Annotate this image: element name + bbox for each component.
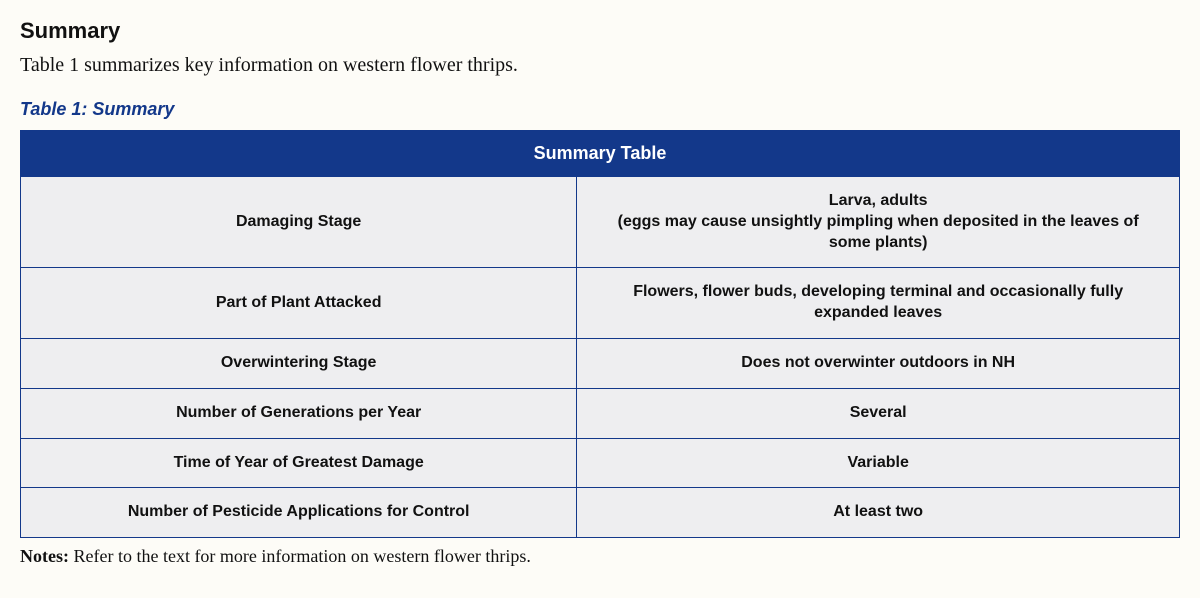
row-label: Overwintering Stage: [21, 338, 577, 388]
row-label: Damaging Stage: [21, 177, 577, 268]
intro-paragraph: Table 1 summarizes key information on we…: [20, 54, 1180, 77]
row-value: Does not overwinter outdoors in NH: [577, 338, 1180, 388]
table-row: Number of Pesticide Applications for Con…: [21, 488, 1180, 538]
row-label: Number of Pesticide Applications for Con…: [21, 488, 577, 538]
row-value: At least two: [577, 488, 1180, 538]
summary-table: Summary Table Damaging Stage Larva, adul…: [20, 130, 1180, 538]
notes-text: Refer to the text for more information o…: [69, 546, 531, 566]
table-caption: Table 1: Summary: [20, 99, 1180, 120]
row-value: Larva, adults(eggs may cause unsightly p…: [577, 177, 1180, 268]
row-value: Flowers, flower buds, developing termina…: [577, 268, 1180, 339]
section-heading: Summary: [20, 18, 1180, 44]
row-label: Number of Generations per Year: [21, 388, 577, 438]
notes-line: Notes: Refer to the text for more inform…: [20, 546, 1180, 567]
notes-label: Notes:: [20, 546, 69, 566]
table-body: Damaging Stage Larva, adults(eggs may ca…: [21, 177, 1180, 538]
table-row: Number of Generations per Year Several: [21, 388, 1180, 438]
table-row: Overwintering Stage Does not overwinter …: [21, 338, 1180, 388]
table-row: Damaging Stage Larva, adults(eggs may ca…: [21, 177, 1180, 268]
table-row: Part of Plant Attacked Flowers, flower b…: [21, 268, 1180, 339]
row-label: Time of Year of Greatest Damage: [21, 438, 577, 488]
row-value: Several: [577, 388, 1180, 438]
row-label: Part of Plant Attacked: [21, 268, 577, 339]
table-header: Summary Table: [21, 131, 1180, 177]
table-row: Time of Year of Greatest Damage Variable: [21, 438, 1180, 488]
row-value: Variable: [577, 438, 1180, 488]
